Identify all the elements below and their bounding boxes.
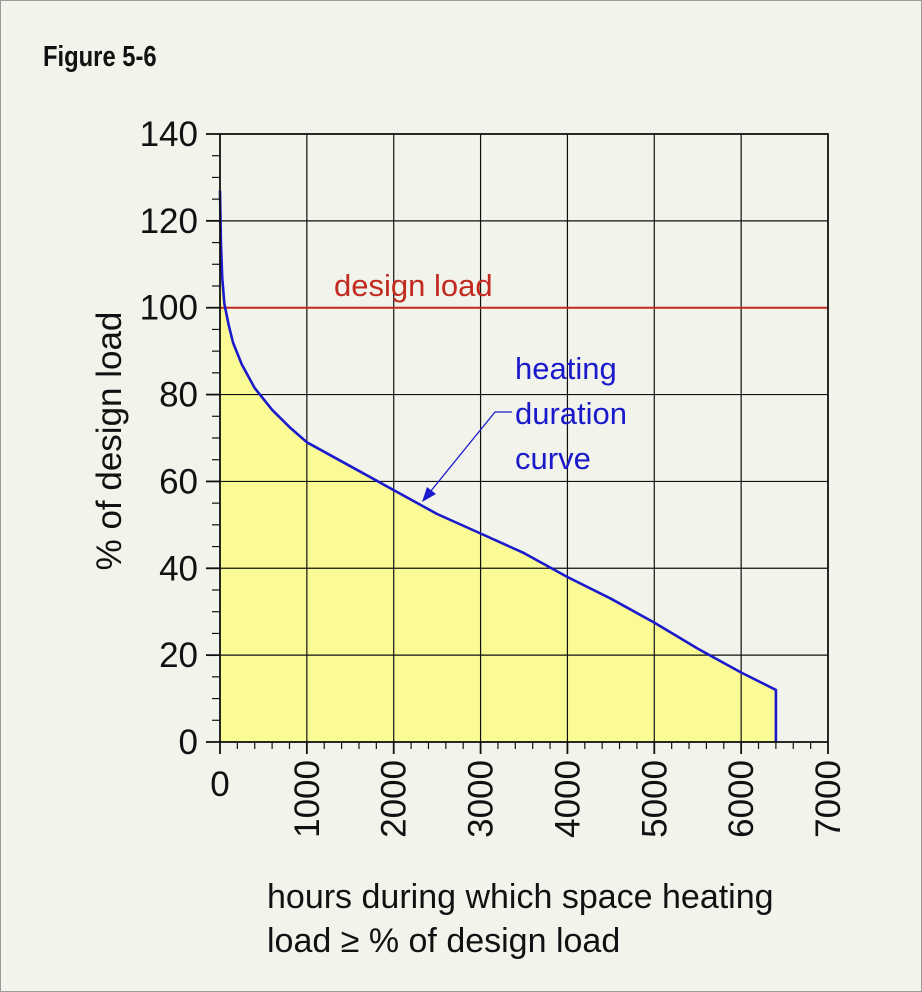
x-tick-label: 3000 [462,760,501,838]
y-tick-label: 0 [179,723,198,762]
annotation-leader-line [425,411,512,498]
x-tick-label: 0 [210,765,229,804]
x-axis-label: hours during which space heating load ≥ … [267,875,867,963]
x-tick-label: 4000 [548,760,587,838]
y-tick-label: 40 [159,549,198,588]
y-tick-label: 120 [140,202,198,241]
curve-annotation-line: duration [515,396,627,431]
curve-area-fill [220,190,776,742]
x-tick-label: 2000 [375,760,414,838]
figure-label: Figure 5-6 [43,41,157,73]
y-axis-label: % of design load [90,312,129,571]
curve-annotation-line: curve [515,441,591,476]
x-tick-label: 7000 [809,760,848,838]
x-axis-label-line-1: hours during which space heating [267,878,774,916]
heating-duration-curve [218,190,778,742]
y-tick-label: 100 [140,289,198,328]
x-tick-label: 1000 [288,760,327,838]
y-tick-label: 20 [159,636,198,675]
y-tick-label: 140 [140,115,198,154]
x-tick-label: 5000 [635,760,674,838]
x-tick-label: 6000 [722,760,761,838]
curve-annotation-line: heating [515,351,617,386]
y-tick-label: 80 [159,376,198,415]
x-axis-label-line-2: load ≥ % of design load [267,922,621,960]
annotation-arrowhead [422,487,436,502]
y-tick-label: 60 [159,462,198,501]
design-load-annotation: design load [334,268,493,303]
